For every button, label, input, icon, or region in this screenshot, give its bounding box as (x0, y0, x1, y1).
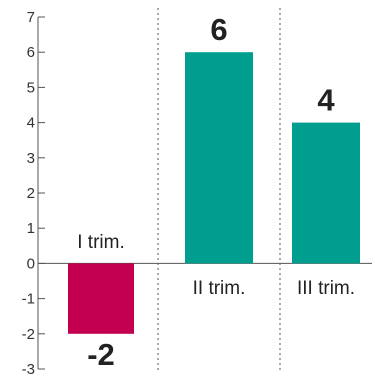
y-tick-label: -3 (22, 361, 35, 378)
y-tick-label: 0 (27, 255, 35, 272)
data-label: 6 (210, 12, 227, 47)
category-separators (157, 8, 281, 372)
category-label: I trim. (77, 232, 125, 253)
y-tick-label: -2 (22, 326, 35, 343)
y-tick-label: 7 (27, 9, 35, 26)
y-tick-label: 3 (27, 150, 35, 167)
y-tick-label: 6 (27, 44, 35, 61)
y-tick-label: 4 (27, 115, 35, 132)
bar (68, 263, 134, 334)
y-tick-label: 5 (27, 79, 35, 96)
category-label: III trim. (297, 278, 355, 299)
y-tick-label: -1 (22, 291, 35, 308)
bars (68, 52, 360, 334)
bar (185, 52, 253, 264)
y-tick-label: 2 (27, 185, 35, 202)
y-tick-label: 1 (27, 220, 35, 237)
bar (292, 122, 360, 264)
category-label: II trim. (193, 278, 246, 299)
data-label: -2 (87, 337, 115, 372)
data-label: 4 (317, 83, 335, 118)
labels: I trim. -2 II trim. 6 III trim. 4 (77, 12, 355, 372)
